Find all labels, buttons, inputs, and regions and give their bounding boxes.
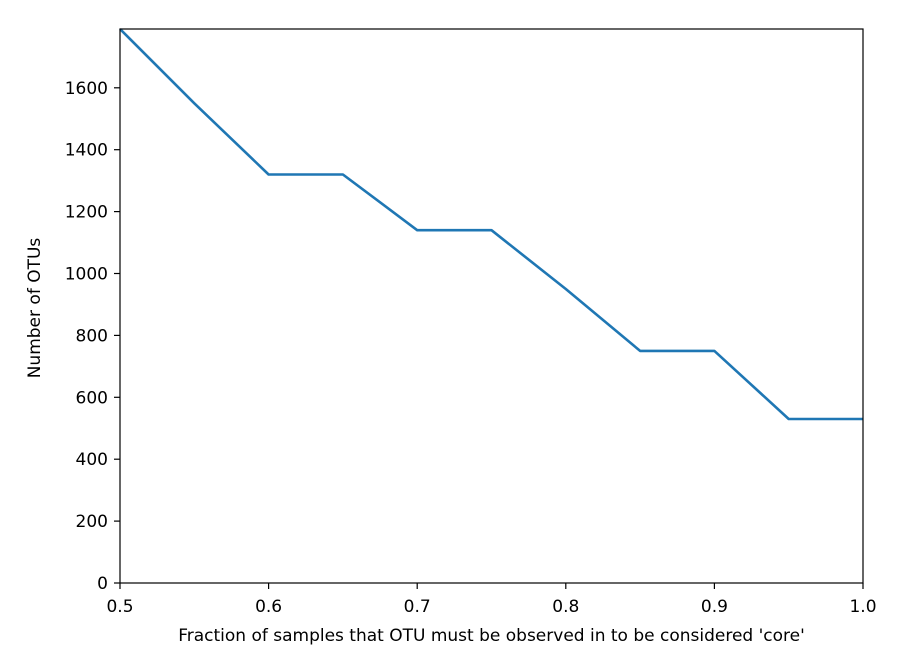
y-tick-label: 1000: [65, 265, 108, 285]
y-tick-label: 800: [76, 326, 108, 346]
x-tick-label: 0.5: [106, 597, 133, 617]
y-axis-ticks: 0 200 400 600 800 1000 1200 1400 1600: [65, 79, 120, 594]
x-tick-label: 0.7: [404, 597, 431, 617]
x-axis-ticks: 0.5 0.6 0.7 0.8 0.9 1.0: [106, 583, 877, 617]
y-axis-label: Number of OTUs: [25, 238, 45, 379]
x-tick-label: 1.0: [849, 597, 876, 617]
y-tick-label: 1400: [65, 141, 108, 161]
y-tick-label: 0: [97, 574, 108, 594]
series-line: [119, 28, 863, 421]
x-tick-label: 0.8: [552, 597, 579, 617]
x-tick-label: 0.9: [701, 597, 728, 617]
plot-area-frame: [119, 28, 864, 584]
y-tick-label: 1600: [65, 79, 108, 99]
x-axis-label: Fraction of samples that OTU must be obs…: [178, 626, 805, 646]
y-tick-label: 200: [76, 512, 108, 532]
y-tick-label: 1200: [65, 203, 108, 223]
y-tick-label: 600: [76, 388, 108, 408]
x-tick-label: 0.6: [255, 597, 282, 617]
y-tick-label: 400: [76, 450, 108, 470]
